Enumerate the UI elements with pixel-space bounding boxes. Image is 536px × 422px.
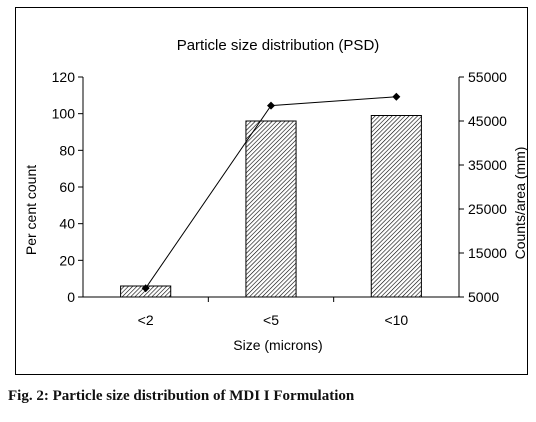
y-axis-label: Per cent count [23, 165, 39, 255]
y2-tick-label: 35000 [468, 157, 507, 173]
figure-caption: Fig. 2: Particle size distribution of MD… [8, 388, 355, 404]
x-tick-label: <5 [263, 312, 279, 328]
bar [370, 115, 422, 298]
line-point [392, 92, 401, 101]
figure-frame: Particle size distribution (PSD) 0 20 40 60… [15, 7, 528, 375]
chart-title: Particle size distribution (PSD) [177, 37, 380, 54]
line-series [141, 92, 401, 293]
psd-chart: Particle size distribution (PSD) 0 20 40 60… [23, 37, 527, 353]
y2-tick-label: 15000 [468, 245, 507, 261]
y2-tick-label: 5000 [468, 289, 499, 305]
y-tick-label: 80 [59, 142, 75, 158]
x-axis: <2 <5 <10 [83, 296, 459, 328]
line-point [141, 284, 150, 293]
right-axis: 5000 15000 25000 35000 45000 55000 [458, 69, 507, 305]
y2-tick-label: 45000 [468, 113, 507, 129]
x-axis-label: Size (microns) [233, 337, 322, 353]
y2-tick-label: 55000 [468, 69, 507, 85]
y-tick-label: 40 [59, 216, 75, 232]
line-point [267, 101, 275, 110]
y-tick-label: 120 [52, 69, 76, 85]
x-tick-label: <10 [384, 312, 408, 328]
y2-axis-label: Counts/area (mm) [512, 147, 527, 260]
y-tick-label: 0 [67, 289, 75, 305]
y-tick-label: 20 [59, 252, 75, 268]
x-tick-label: <2 [138, 312, 154, 328]
y2-tick-label: 25000 [468, 201, 507, 217]
left-axis: 0 20 40 60 80 100 120 [52, 69, 84, 305]
y-tick-label: 60 [59, 179, 75, 195]
bar-series [120, 115, 422, 298]
y-tick-label: 100 [52, 106, 76, 122]
bar [245, 120, 297, 298]
